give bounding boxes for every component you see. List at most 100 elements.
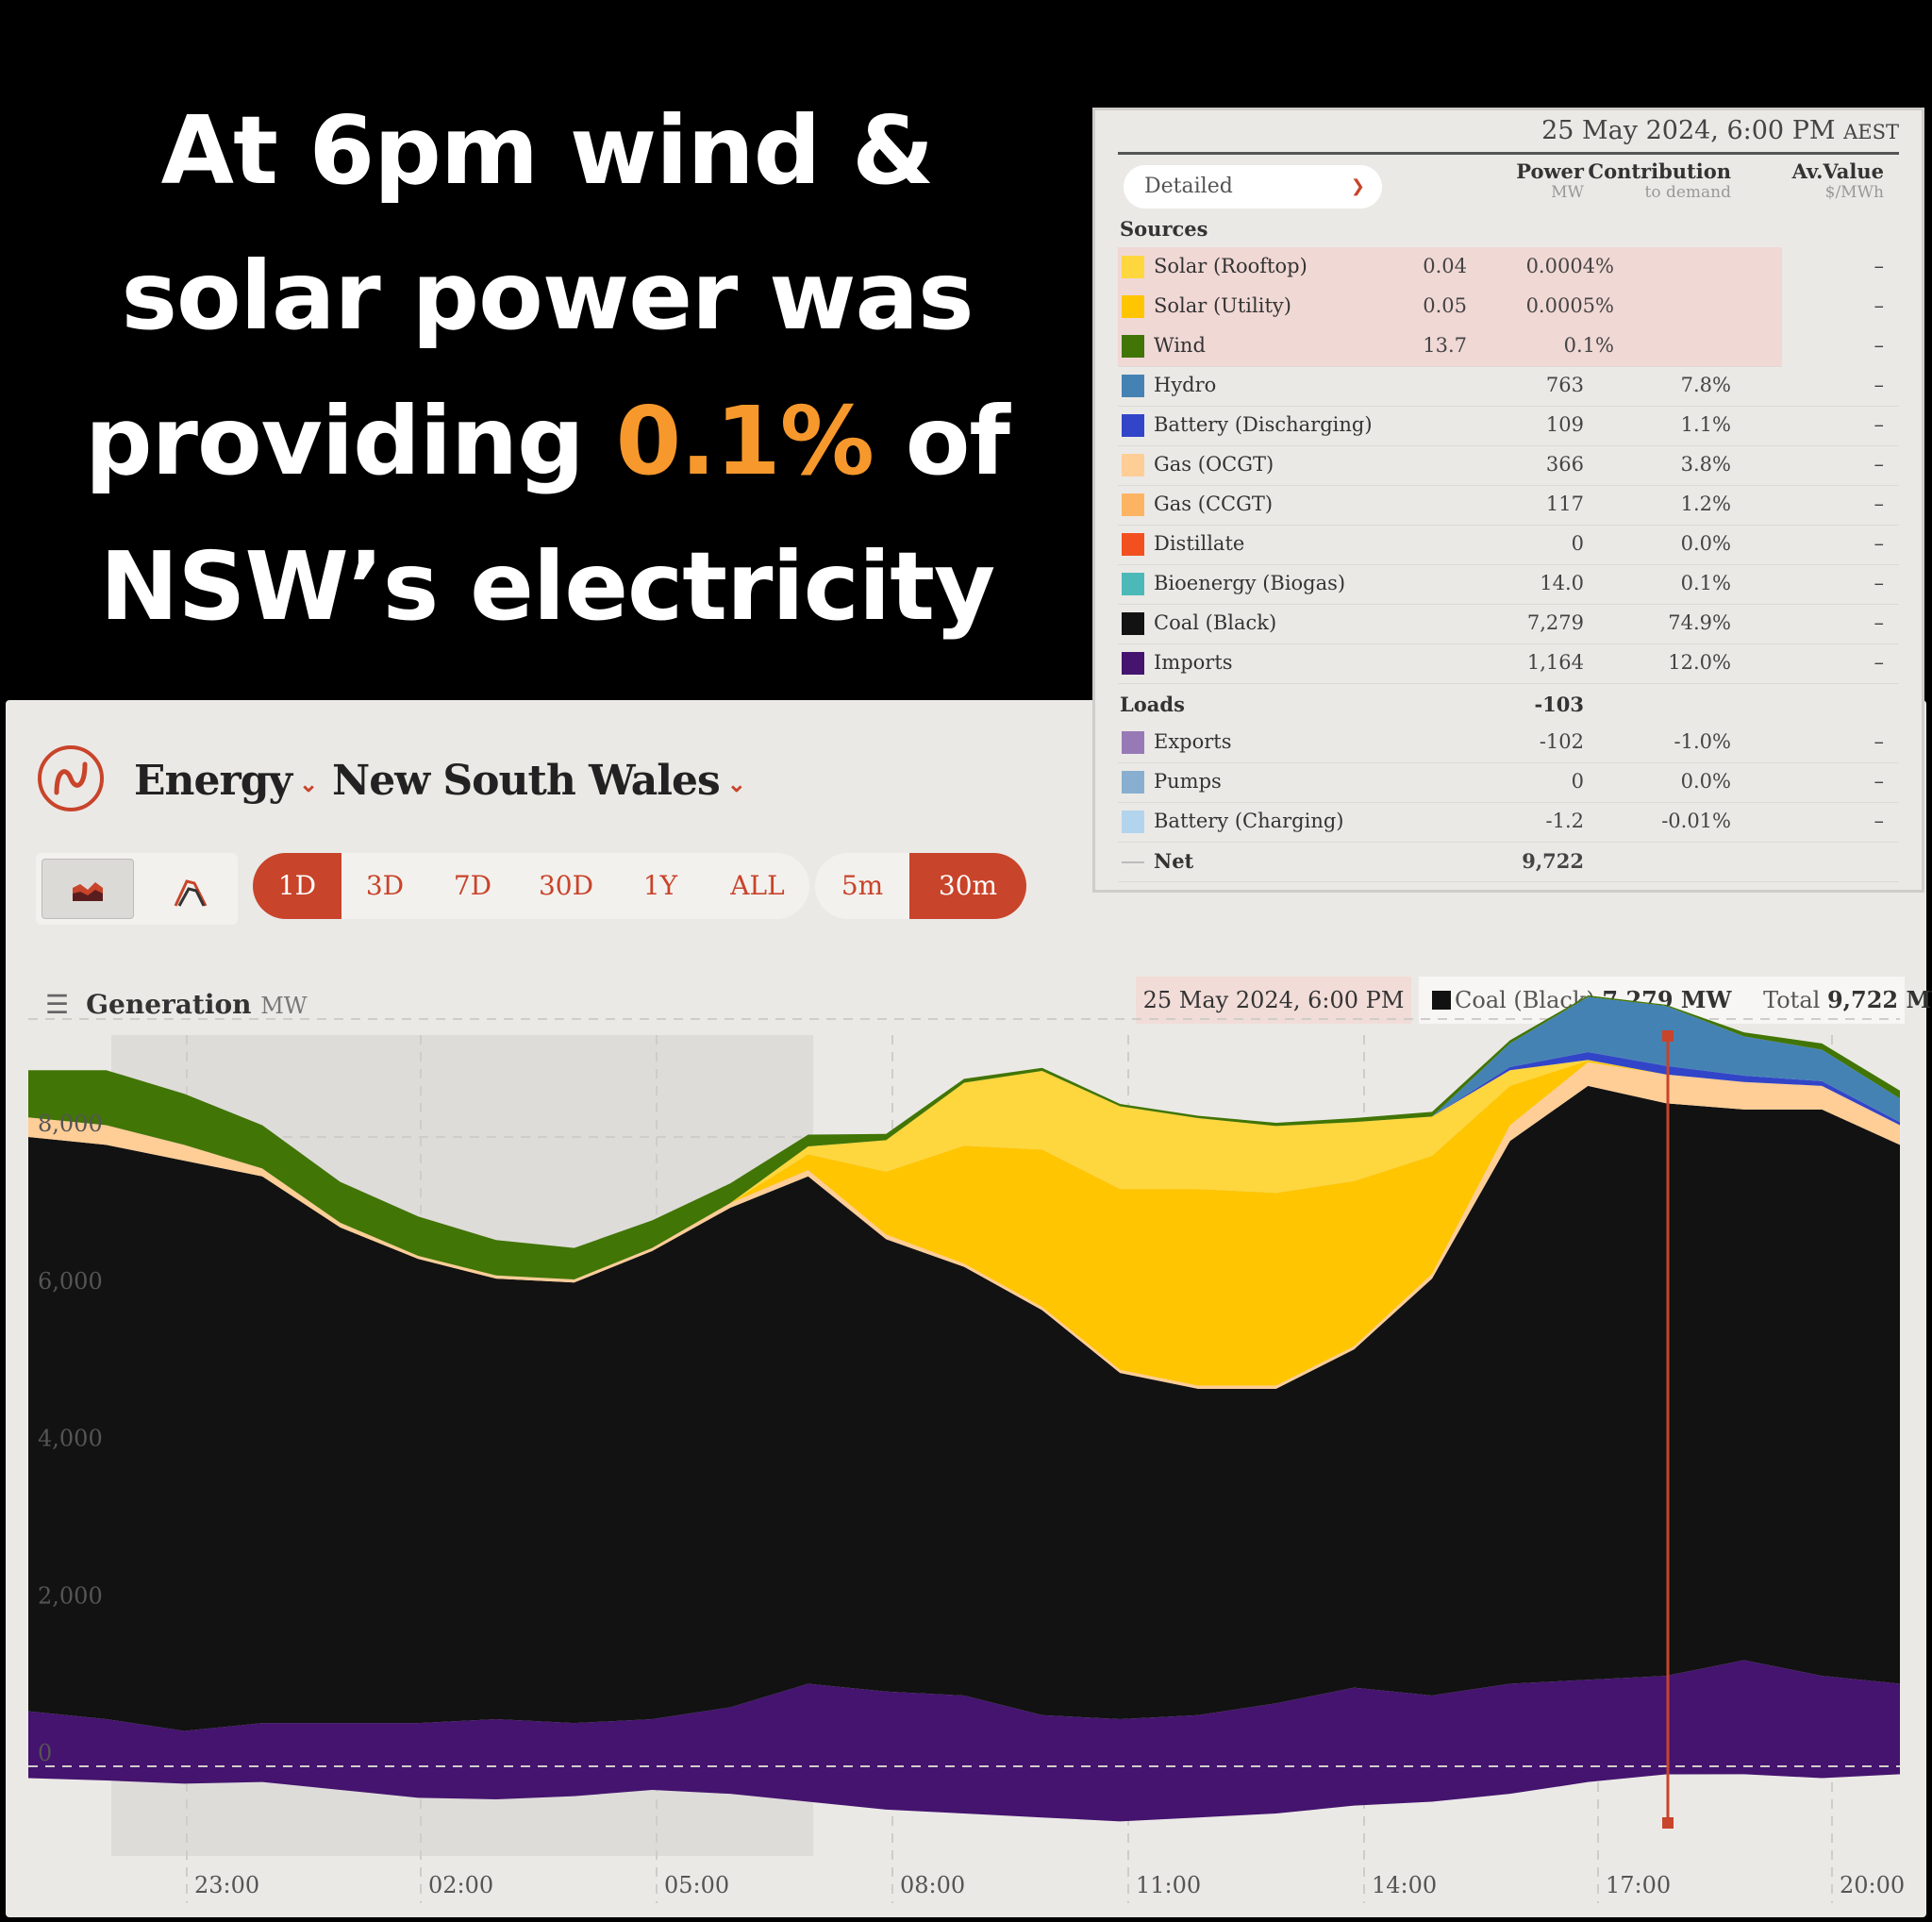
- line-chart-button[interactable]: [158, 861, 225, 919]
- color-swatch-icon: [1122, 573, 1144, 595]
- view-dropdown-value: Detailed: [1144, 175, 1233, 198]
- table-row[interactable]: Gas (CCGT) 117 1.2% –: [1118, 485, 1899, 526]
- row-name: Solar (Rooftop): [1154, 255, 1307, 277]
- breakdown-table: 25 May 2024, 6:00 PM AEST Detailed ❯ Powe…: [1092, 108, 1924, 893]
- chart-type-toggle: [36, 853, 238, 925]
- chevron-down-icon: ⌄: [726, 770, 746, 797]
- table-row[interactable]: Wind 13.7 0.1% –: [1118, 326, 1884, 367]
- column-av-unit: $/MWh: [1824, 183, 1884, 202]
- net-line-icon: [1122, 861, 1144, 863]
- row-contribution: 7.8%: [1680, 374, 1731, 396]
- y-tick-label: 8,000: [38, 1111, 103, 1137]
- column-power-label: Power: [1516, 159, 1584, 183]
- row-contribution: -0.01%: [1661, 810, 1731, 832]
- net-row[interactable]: Net 9,722: [1118, 842, 1899, 882]
- row-name: Pumps: [1154, 770, 1222, 793]
- table-row[interactable]: Bioenergy (Biogas) 14.0 0.1% –: [1118, 564, 1899, 605]
- color-swatch-icon: [1122, 335, 1144, 358]
- table-row[interactable]: Coal (Black) 7,279 74.9% –: [1118, 604, 1899, 644]
- row-contribution: 12.0%: [1668, 651, 1731, 674]
- table-row[interactable]: Solar (Rooftop) 0.04 0.0004% –: [1118, 247, 1884, 288]
- y-tick-label: 2,000: [38, 1582, 103, 1609]
- interval-30m-button[interactable]: 30m: [909, 853, 1026, 919]
- table-row[interactable]: Distillate 0 0.0% –: [1118, 525, 1899, 565]
- row-av-value: –: [1874, 334, 1885, 357]
- row-av-value: –: [1874, 453, 1885, 476]
- interval-5m-button[interactable]: 5m: [841, 870, 884, 901]
- table-row[interactable]: Hydro 763 7.8% –: [1118, 366, 1899, 407]
- column-contribution-sub: to demand: [1644, 183, 1732, 202]
- series-area-gas-ocgt-[interactable]: [28, 1061, 1900, 1389]
- row-power: 0: [1571, 532, 1584, 555]
- range-selector: 1D 3D 7D 30D 1Y ALL: [253, 853, 809, 919]
- row-power: 0.04: [1423, 255, 1467, 277]
- range-1y-button[interactable]: 1Y: [642, 870, 678, 901]
- table-row[interactable]: Imports 1,164 12.0% –: [1118, 643, 1899, 684]
- row-name: Gas (OCGT): [1154, 453, 1274, 476]
- cursor-handle-bottom[interactable]: [1662, 1817, 1674, 1829]
- generation-chart[interactable]: 0 2,000 4,000 6,000 8,000 23:00 02:00 05:00 08:0…: [6, 700, 1926, 1917]
- coal-swatch-icon: [1432, 991, 1451, 1010]
- series-area-solar-rooftop-[interactable]: [28, 1060, 1900, 1279]
- row-av-value: –: [1874, 611, 1885, 634]
- row-power: 0: [1571, 770, 1584, 793]
- series-area-imports[interactable]: [28, 1660, 1900, 1766]
- loads-section-label-total: -103: [1534, 693, 1584, 716]
- chart-unit: MW: [260, 993, 308, 1019]
- range-all-button[interactable]: ALL: [730, 870, 785, 901]
- view-dropdown[interactable]: Detailed ❯: [1124, 165, 1382, 209]
- row-contribution: 0.0%: [1680, 770, 1731, 793]
- row-power: 7,279: [1526, 611, 1584, 634]
- headline-highlight: 0.1%: [615, 386, 874, 496]
- table-row[interactable]: Pumps 0 0.0% –: [1118, 762, 1899, 803]
- row-contribution: 0.0%: [1680, 532, 1731, 555]
- tooltip-info: Coal (Black) 7,279 MW Total 9,722 MW: [1419, 977, 1932, 1024]
- headline-line-1: At 6pm wind &: [160, 95, 935, 206]
- range-1d-button[interactable]: 1D: [253, 853, 341, 919]
- table-row[interactable]: Gas (OCGT) 366 3.8% –: [1118, 445, 1899, 486]
- chevron-down-icon: ❯: [1350, 176, 1365, 196]
- logo-icon[interactable]: [38, 745, 104, 811]
- table-row[interactable]: Battery (Discharging) 109 1.1% –: [1118, 406, 1899, 446]
- headline: At 6pm wind & solar power was providing …: [0, 0, 1094, 698]
- series-area-coal-black-[interactable]: [28, 1085, 1900, 1731]
- row-power: 9,722: [1522, 849, 1584, 873]
- y-tick-label: 4,000: [38, 1426, 103, 1452]
- row-contribution: 1.1%: [1680, 413, 1731, 436]
- tooltip-date: 25 May 2024, 6:00 PM: [1136, 977, 1411, 1024]
- row-contribution: 0.1%: [1563, 334, 1614, 357]
- menu-icon[interactable]: ☰: [45, 989, 70, 1020]
- table-row[interactable]: Battery (Charging) -1.2 -0.01% –: [1118, 802, 1899, 843]
- cursor-handle-top[interactable]: [1662, 1030, 1674, 1042]
- row-av-value: –: [1874, 810, 1885, 832]
- series-area-exports[interactable]: [28, 1766, 1900, 1822]
- row-contribution: 0.0005%: [1525, 294, 1614, 317]
- row-power: 763: [1545, 374, 1584, 396]
- series-area-wind[interactable]: [28, 994, 1900, 1279]
- x-tick-label: 05:00: [664, 1872, 729, 1898]
- range-30d-button[interactable]: 30D: [538, 870, 594, 901]
- total-label: Total: [1763, 987, 1821, 1013]
- stacked-area-chart-button[interactable]: [42, 859, 134, 919]
- chart-title: ☰ Generation MW: [45, 989, 308, 1020]
- color-swatch-icon: [1122, 493, 1144, 516]
- row-contribution: 74.9%: [1668, 611, 1731, 634]
- column-header-contribution: Contribution to demand: [1588, 159, 1731, 202]
- row-contribution: 0.0004%: [1525, 255, 1614, 277]
- series-area-solar-utility-[interactable]: [28, 1061, 1900, 1386]
- table-row[interactable]: Solar (Utility) 0.05 0.0005% –: [1118, 287, 1884, 327]
- metric-selector[interactable]: Energy ⌄: [134, 757, 318, 805]
- row-name: Battery (Charging): [1154, 810, 1344, 832]
- series-area-hydro[interactable]: [28, 996, 1900, 1279]
- row-av-value: –: [1874, 770, 1885, 793]
- region-selector[interactable]: New South Wales ⌄: [332, 757, 746, 805]
- column-power-unit: MW: [1551, 183, 1584, 202]
- row-contribution: 1.2%: [1680, 493, 1731, 515]
- row-contribution: -1.0%: [1674, 730, 1731, 753]
- range-7d-button[interactable]: 7D: [453, 870, 492, 901]
- row-name: Exports: [1154, 730, 1232, 753]
- series-area-battery-discharging-[interactable]: [28, 1052, 1900, 1279]
- range-3d-button[interactable]: 3D: [365, 870, 405, 901]
- region-label: New South Wales: [332, 757, 721, 805]
- table-row[interactable]: Exports -102 -1.0% –: [1118, 723, 1899, 763]
